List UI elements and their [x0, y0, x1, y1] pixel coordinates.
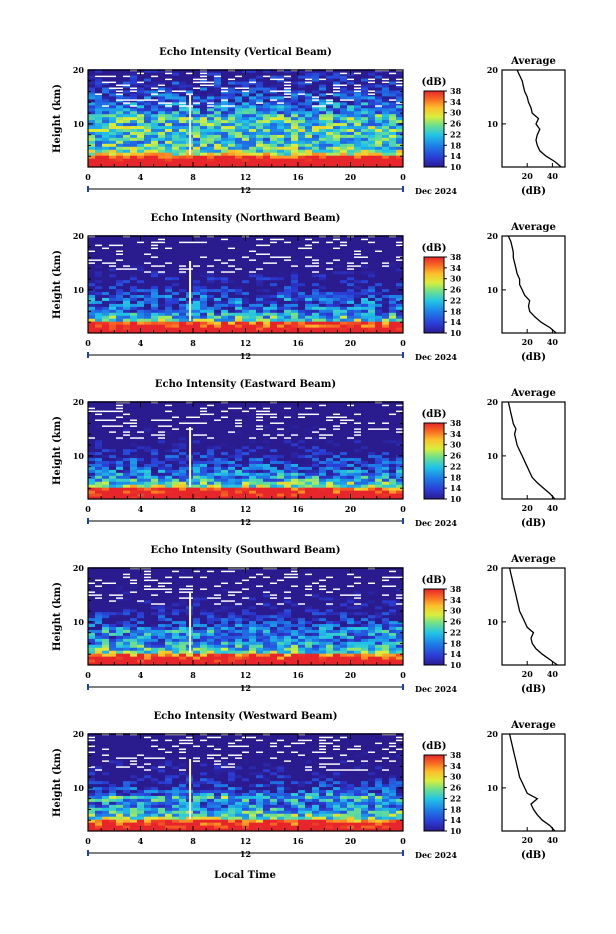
panel-1: Echo Intensity (Vertical Beam) 20 10 Height…: [52, 47, 565, 197]
y-tick-label: 10: [73, 285, 85, 295]
panel-title: Echo Intensity (Vertical Beam): [159, 47, 332, 58]
panels-layer: Echo Intensity (Vertical Beam) 20 10 Height…: [52, 47, 565, 861]
average-x-label: (dB): [521, 352, 546, 363]
heatmap: [88, 69, 417, 167]
colorbar-tick-label: 30: [450, 108, 462, 118]
average-x-tick-label: 20: [522, 337, 534, 347]
average-frame: [502, 70, 565, 167]
x-tick-label: 0: [400, 172, 406, 182]
date-label: Dec 2024: [415, 352, 457, 362]
y-axis-label: Height (km): [52, 84, 63, 153]
x-tick-label: 8: [190, 338, 196, 348]
average-y-tick-label: 20: [487, 65, 499, 75]
colorbar-tick-label: 26: [450, 119, 462, 129]
colorbar-label: (dB): [422, 77, 447, 88]
colorbar-tick-label: 18: [450, 140, 462, 150]
average-x-tick-label: 40: [547, 171, 559, 181]
average-title: Average: [510, 222, 556, 233]
x-tick-label: 0: [400, 338, 406, 348]
date-tick-label: 12: [240, 351, 251, 361]
average-x-tick-label: 20: [522, 171, 534, 181]
x-tick-label: 16: [292, 172, 304, 182]
panel-title: Echo Intensity (Eastward Beam): [155, 379, 336, 390]
average-y-tick-label: 20: [487, 231, 499, 241]
colorbar-tick-label: 38: [450, 86, 462, 96]
x-tick-label: 4: [138, 338, 144, 348]
colorbar-tick-label: 10: [450, 162, 462, 172]
colorbar-tick-label: 10: [450, 328, 462, 338]
colorbar-tick-label: 34: [450, 263, 462, 273]
x-tick-label: 4: [138, 172, 144, 182]
panel-title: Echo Intensity (Northward Beam): [151, 213, 341, 224]
y-tick-label: 20: [73, 65, 85, 75]
colorbar-tick-label: 34: [450, 97, 462, 107]
colorbar-tick-label: 30: [450, 274, 462, 284]
colorbar: [424, 257, 444, 333]
missing-data-column: [189, 261, 191, 321]
colorbar-tick-label: 18: [450, 306, 462, 316]
x-tick-label: 12: [240, 338, 251, 348]
heatmap: [88, 235, 417, 333]
average-profile-panel: Average 20 10 20 40(dB): [487, 222, 565, 363]
date-label: Dec 2024: [415, 186, 457, 196]
colorbar-tick-label: 22: [450, 295, 461, 305]
panel-2: Echo Intensity (Northward Beam) 20 10 Heigh…: [52, 213, 565, 363]
average-profile-panel: Average 20 10 20 40(dB): [487, 56, 565, 197]
colorbar-tick-label: 14: [450, 151, 462, 161]
panel-3: Echo Intensity (Eastward Beam)2010Height…: [52, 379, 565, 529]
average-y-tick-label: 10: [487, 285, 499, 295]
x-tick-label: 0: [85, 172, 91, 182]
missing-data-column: [189, 95, 191, 155]
x-tick-label: 12: [240, 172, 251, 182]
heatmap: [88, 401, 417, 499]
x-tick-label: 20: [345, 338, 357, 348]
average-title: Average: [510, 56, 556, 67]
average-frame: [502, 236, 565, 333]
average-y-tick-label: 10: [487, 119, 499, 129]
colorbar-label: (dB): [422, 243, 447, 254]
x-tick-label: 20: [345, 172, 357, 182]
date-tick-label: 12: [240, 185, 251, 195]
colorbar-tick-label: 14: [450, 317, 462, 327]
colorbar-tick-label: 26: [450, 285, 462, 295]
y-tick-label: 20: [73, 231, 85, 241]
average-x-label: (dB): [521, 186, 546, 197]
x-tick-label: 8: [190, 172, 196, 182]
average-x-tick-label: 40: [547, 337, 559, 347]
colorbar-tick-label: 38: [450, 252, 462, 262]
y-axis-label: Height (km): [52, 250, 63, 319]
colorbar-tick-label: 22: [450, 129, 461, 139]
colorbar: [424, 91, 444, 167]
y-tick-label: 10: [73, 119, 85, 129]
x-tick-label: 0: [85, 338, 91, 348]
x-tick-label: 16: [292, 338, 304, 348]
